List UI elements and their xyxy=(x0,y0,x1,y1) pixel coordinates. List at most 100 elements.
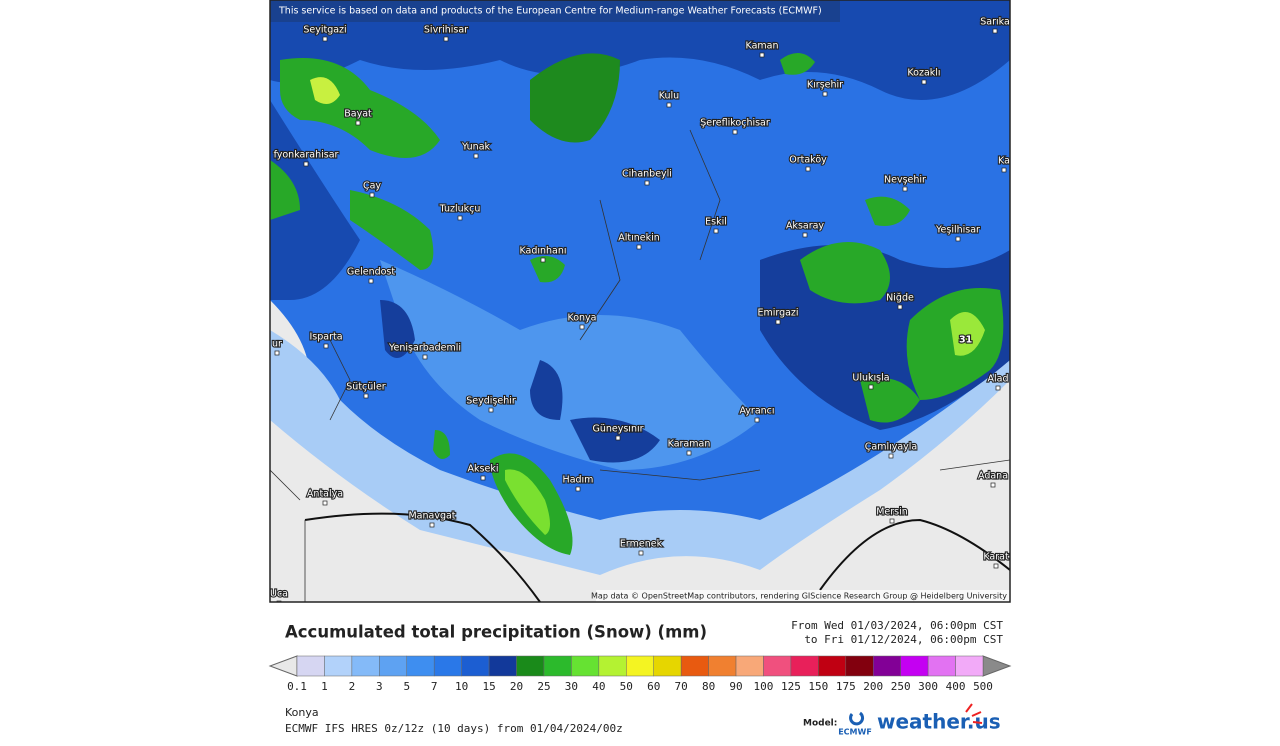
legend-swatch xyxy=(296,655,325,677)
legend-label: 15 xyxy=(482,680,495,693)
city-label: Ortaköy xyxy=(789,155,827,166)
city-label: Eskil xyxy=(705,217,727,228)
city-label: Cihanbeyli xyxy=(622,169,672,180)
city-label: Yenişarbademli xyxy=(388,343,461,354)
city-dot xyxy=(955,236,961,242)
city-dot xyxy=(686,450,692,456)
legend-swatch xyxy=(955,655,984,677)
model-run: ECMWF IFS HRES 0z/12z (10 days) from 01/… xyxy=(285,722,623,735)
city-label: Isparta xyxy=(309,332,342,343)
city-label: Ka xyxy=(998,156,1010,167)
legend-label: 150 xyxy=(808,680,828,693)
legend-label: 20 xyxy=(510,680,523,693)
legend-label: 300 xyxy=(918,680,938,693)
city-dot xyxy=(666,102,672,108)
legend-under xyxy=(268,655,298,677)
city-dot xyxy=(323,343,329,349)
city-dot xyxy=(868,384,874,390)
city-dot xyxy=(775,319,781,325)
map-attribution: Map data © OpenStreetMap contributors, r… xyxy=(591,592,1007,601)
legend-swatch xyxy=(461,655,490,677)
legend-label: 0.1 xyxy=(287,680,307,693)
city-label: Ermenek xyxy=(620,539,663,550)
city-dot xyxy=(995,385,1001,391)
city-dot xyxy=(1001,167,1007,173)
city-dot xyxy=(429,522,435,528)
city-label: Sütçüler xyxy=(346,382,386,393)
legend-label: 60 xyxy=(647,680,660,693)
city-dot xyxy=(322,36,328,42)
legend-swatch xyxy=(571,655,600,677)
legend-label: 125 xyxy=(781,680,801,693)
city-dot xyxy=(615,435,621,441)
city-label: Manavgat xyxy=(408,511,455,522)
city-dot xyxy=(422,354,428,360)
city-dot xyxy=(902,186,908,192)
period-to: to Fri 01/12/2024, 06:00pm CST xyxy=(804,633,1003,646)
city-dot xyxy=(488,407,494,413)
legend-swatch xyxy=(516,655,545,677)
legend-label: 7 xyxy=(431,680,438,693)
legend-swatch xyxy=(543,655,572,677)
legend-swatch xyxy=(927,655,956,677)
city-dot xyxy=(992,28,998,34)
city-dot xyxy=(274,350,280,356)
map: This service is based on data and produc… xyxy=(270,0,1010,602)
legend-label: 500 xyxy=(973,680,993,693)
city-dot xyxy=(363,393,369,399)
legend-label: 30 xyxy=(565,680,578,693)
city-dot xyxy=(579,324,585,330)
brand-rays xyxy=(965,703,983,724)
city-dot xyxy=(638,550,644,556)
city-dot xyxy=(759,52,765,58)
legend-label: 2 xyxy=(349,680,356,693)
legend-label: 5 xyxy=(403,680,410,693)
legend-over xyxy=(982,655,1012,677)
legend-title: Accumulated total precipitation (Snow) (… xyxy=(285,623,707,642)
city-label: Yunak xyxy=(461,142,491,153)
legend-swatch xyxy=(488,655,517,677)
legend-label: 90 xyxy=(729,680,742,693)
city-label: Tuzlukçu xyxy=(439,204,481,215)
city-dot xyxy=(443,36,449,42)
city-dot xyxy=(540,257,546,263)
legend-label: 175 xyxy=(836,680,856,693)
legend-swatch xyxy=(598,655,627,677)
legend-label: 40 xyxy=(592,680,605,693)
city-dot xyxy=(732,129,738,135)
city-label: Karaman xyxy=(668,439,711,450)
city-label: Ulukışla xyxy=(852,373,889,384)
city-dot xyxy=(457,215,463,221)
city-dot xyxy=(303,161,309,167)
map-max-label: 31 xyxy=(959,335,972,346)
city-dot xyxy=(889,518,895,524)
city-dot xyxy=(636,244,642,250)
city-label: Yeşilhisar xyxy=(935,225,980,236)
legend-swatch xyxy=(845,655,874,677)
legend-label: 50 xyxy=(620,680,633,693)
legend-label: 10 xyxy=(455,680,468,693)
city-dot xyxy=(888,453,894,459)
legend-label: 1 xyxy=(321,680,328,693)
city-dot xyxy=(473,153,479,159)
legend-swatch xyxy=(872,655,901,677)
city-dot xyxy=(480,475,486,481)
city-label: Mersin xyxy=(876,507,908,518)
city-label: Sarıka xyxy=(980,17,1010,28)
city-label: Akseki xyxy=(468,464,499,475)
location: Konya xyxy=(285,706,319,719)
legend-swatch xyxy=(763,655,792,677)
legend-swatch xyxy=(324,655,353,677)
city-dot xyxy=(993,563,999,569)
city-label: fyonkarahisar xyxy=(274,150,339,161)
legend-label: 400 xyxy=(946,680,966,693)
legend-swatch xyxy=(653,655,682,677)
legend-swatch xyxy=(790,655,819,677)
ecmwf-logo: ECMWF xyxy=(838,728,872,737)
legend-label: 250 xyxy=(891,680,911,693)
city-label: Çamlıyayla xyxy=(865,442,918,453)
city-label: Kaman xyxy=(746,41,779,52)
city-label: Seydişehir xyxy=(466,396,516,407)
